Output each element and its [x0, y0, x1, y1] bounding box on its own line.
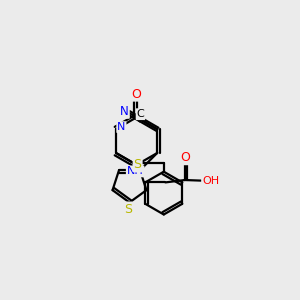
Text: C: C: [136, 109, 144, 119]
Text: S: S: [134, 158, 142, 171]
Text: N: N: [117, 122, 126, 132]
Text: O: O: [132, 88, 142, 100]
Text: O: O: [180, 151, 190, 164]
Text: S: S: [124, 202, 132, 215]
Text: NH: NH: [127, 167, 143, 176]
Text: OH: OH: [202, 176, 219, 186]
Text: N: N: [120, 105, 129, 118]
